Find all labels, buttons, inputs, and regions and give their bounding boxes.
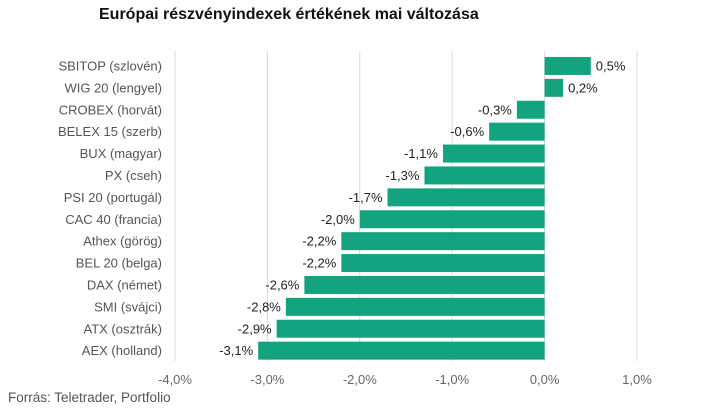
bar <box>276 319 545 338</box>
chart-title: Európai részvényindexek értékének mai vá… <box>99 6 479 23</box>
bar <box>285 297 545 316</box>
data-label: -2,6% <box>265 277 299 292</box>
category-label: BUX (magyar) <box>80 146 162 161</box>
category-label: DAX (német) <box>87 277 162 292</box>
category-label: BEL 20 (belga) <box>76 256 162 271</box>
x-axis-tick-labels: -4,0% -3,0% -2,0% -1,0% 0,0% 1,0% <box>158 372 652 387</box>
bar <box>304 275 545 294</box>
bar <box>544 78 564 97</box>
data-label: -1,1% <box>404 146 438 161</box>
category-label: SBITOP (szlovén) <box>58 58 162 73</box>
category-label: PX (cseh) <box>105 168 162 183</box>
data-label: 0,5% <box>596 58 626 73</box>
bar <box>341 232 545 251</box>
bar <box>544 56 591 75</box>
data-label: -2,2% <box>302 234 336 249</box>
source-note: Forrás: Teletrader, Portfolio <box>8 390 171 405</box>
category-label: PSI 20 (portugál) <box>64 190 162 205</box>
data-label: -0,3% <box>478 102 512 117</box>
bar <box>489 122 545 141</box>
category-label: AEX (holland) <box>82 343 162 358</box>
data-label: -2,0% <box>321 212 355 227</box>
category-labels: SBITOP (szlovén) WIG 20 (lengyel) CROBEX (… <box>58 58 162 358</box>
data-label: -2,8% <box>247 299 281 314</box>
bar <box>258 341 545 360</box>
data-label: -2,9% <box>238 321 272 336</box>
bar <box>442 144 545 163</box>
bar <box>341 254 545 273</box>
x-tick-label: -4,0% <box>158 372 192 387</box>
category-label: WIG 20 (lengyel) <box>64 80 162 95</box>
data-label: -2,2% <box>302 256 336 271</box>
data-label: -1,7% <box>349 190 383 205</box>
bars <box>258 56 591 360</box>
data-label: -3,1% <box>219 343 253 358</box>
category-label: CAC 40 (francia) <box>65 212 162 227</box>
bar <box>516 100 545 119</box>
x-tick-label: -2,0% <box>343 372 377 387</box>
x-tick-label: 1,0% <box>622 372 652 387</box>
bar <box>387 188 545 207</box>
x-tick-label: -3,0% <box>250 372 284 387</box>
data-label: -1,3% <box>386 168 420 183</box>
category-label: SMI (svájci) <box>94 299 162 314</box>
x-tick-label: -1,0% <box>435 372 469 387</box>
bar <box>424 166 545 185</box>
category-label: CROBEX (horvát) <box>59 102 162 117</box>
category-label: ATX (osztrák) <box>84 321 163 336</box>
data-label: 0,2% <box>568 80 598 95</box>
bar <box>359 210 545 229</box>
x-tick-label: 0,0% <box>530 372 560 387</box>
category-label: BELEX 15 (szerb) <box>58 124 162 139</box>
data-labels: 0,5% 0,2% -0,3% -0,6% -1,1% -1,3%-1,7% -2,0% -2… <box>219 58 626 358</box>
data-label: -0,6% <box>450 124 484 139</box>
category-label: Athex (görög) <box>83 234 162 249</box>
